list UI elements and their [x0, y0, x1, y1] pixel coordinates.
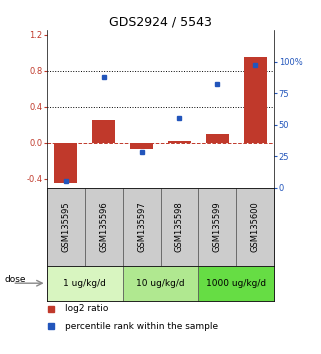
Text: GSM135595: GSM135595 — [61, 201, 70, 252]
Text: GSM135600: GSM135600 — [251, 201, 260, 252]
Bar — [123, 266, 198, 301]
Text: 1000 ug/kg/d: 1000 ug/kg/d — [206, 279, 266, 288]
Bar — [198, 266, 274, 301]
Text: percentile rank within the sample: percentile rank within the sample — [65, 322, 218, 331]
Text: GSM135597: GSM135597 — [137, 201, 146, 252]
Bar — [160, 188, 198, 266]
Bar — [244, 57, 267, 143]
Bar — [92, 120, 115, 143]
Bar — [54, 143, 77, 183]
Text: dose: dose — [5, 275, 26, 284]
Bar — [198, 188, 237, 266]
Bar — [47, 266, 123, 301]
Bar — [84, 188, 123, 266]
Bar — [168, 141, 191, 143]
Bar — [47, 188, 84, 266]
Text: GSM135598: GSM135598 — [175, 201, 184, 252]
Bar — [123, 188, 160, 266]
Text: GSM135599: GSM135599 — [213, 201, 222, 252]
Text: 10 ug/kg/d: 10 ug/kg/d — [136, 279, 185, 288]
Text: log2 ratio: log2 ratio — [65, 304, 108, 313]
Text: GSM135596: GSM135596 — [99, 201, 108, 252]
Title: GDS2924 / 5543: GDS2924 / 5543 — [109, 16, 212, 29]
Text: 1 ug/kg/d: 1 ug/kg/d — [63, 279, 106, 288]
Bar — [130, 143, 153, 149]
Bar — [206, 133, 229, 143]
Bar — [237, 188, 274, 266]
